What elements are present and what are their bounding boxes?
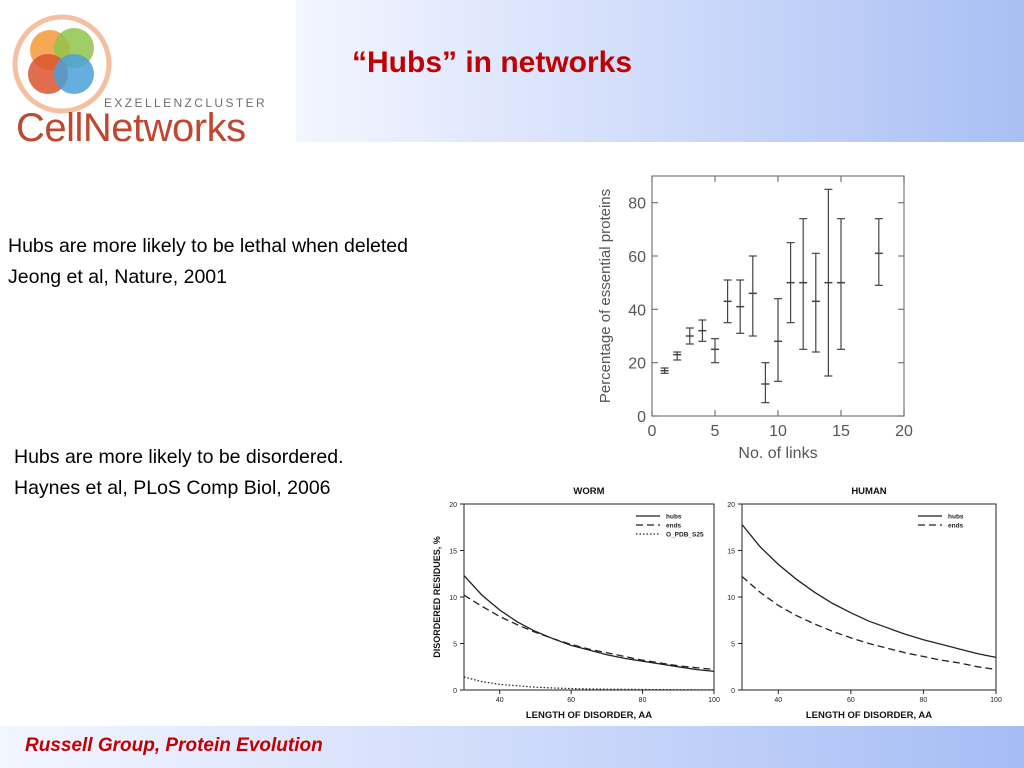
- worm-legend-label: ends: [666, 523, 682, 530]
- text-block-disorder: Hubs are more likely to be disordered. H…: [14, 442, 344, 504]
- y-axis-label: Percentage of essential proteins: [597, 189, 614, 403]
- logo-circles-icon: [12, 14, 112, 114]
- logo-name: CellNetworks: [16, 106, 246, 150]
- slide-title: “Hubs” in networks: [352, 46, 633, 79]
- human-y-tick-label: 5: [731, 642, 735, 649]
- text-block-lethality: Hubs are more likely to be lethal when d…: [8, 231, 408, 293]
- worm-legend-label: hubs: [666, 514, 682, 521]
- human-x-tick-label: 40: [774, 697, 782, 704]
- worm-panel-title: WORM: [573, 486, 604, 497]
- human-y-tick-label: 10: [727, 595, 735, 602]
- worm-y-tick-label: 20: [449, 502, 457, 509]
- worm-y-axis-label: DISORDERED RESIDUES, %: [432, 536, 442, 658]
- x-tick-label: 0: [648, 423, 657, 440]
- footer-band: [0, 726, 1024, 768]
- chart-disordered-residues: WORM 0 5 10 15 20 40 60 80 100 LENGTH OF DISORDER,…: [424, 476, 1024, 726]
- y-tick-label: 40: [628, 302, 646, 319]
- logo: EXZELLENZCLUSTER CellNetworks: [0, 0, 296, 150]
- human-x-tick-label: 60: [847, 697, 855, 704]
- x-tick-label: 20: [895, 423, 913, 440]
- worm-x-tick-label: 80: [639, 697, 647, 704]
- worm-x-tick-label: 100: [708, 697, 720, 704]
- human-y-tick-label: 20: [727, 502, 735, 509]
- y-tick-label: 0: [637, 409, 646, 426]
- worm-series-ends: [463, 594, 715, 671]
- worm-x-tick-label: 40: [496, 697, 504, 704]
- human-y-tick-label: 0: [731, 688, 735, 695]
- human-y-tick-label: 15: [727, 549, 735, 556]
- human-panel-title: HUMAN: [851, 486, 886, 497]
- text2-line1: Hubs are more likely to be disordered.: [14, 446, 344, 468]
- human-x-tick-label: 100: [990, 697, 1002, 704]
- text1-line1: Hubs are more likely to be lethal when d…: [8, 235, 408, 257]
- worm-series-hubs: [463, 575, 715, 673]
- logo-subtitle: EXZELLENZCLUSTER: [104, 96, 268, 110]
- human-x-axis-label: LENGTH OF DISORDER, AA: [806, 710, 932, 721]
- worm-series-O_PDB_S25: [463, 676, 714, 691]
- text1-line2: Jeong et al, Nature, 2001: [8, 266, 227, 288]
- x-axis-label: No. of links: [738, 445, 817, 462]
- y-tick-label: 80: [628, 196, 646, 213]
- y-tick-label: 60: [628, 249, 646, 266]
- human-x-tick-label: 80: [920, 697, 928, 704]
- human-series-ends: [741, 576, 997, 671]
- text2-line2: Haynes et al, PLoS Comp Biol, 2006: [14, 477, 331, 499]
- human-legend-label: hubs: [948, 514, 964, 521]
- chart-essential-proteins-svg: 0 20 40 60 80 0 5 10 15 20 No. of links Percentage …: [597, 175, 913, 462]
- x-tick-label: 15: [832, 423, 850, 440]
- worm-x-tick-label: 60: [567, 697, 575, 704]
- x-tick-label: 5: [711, 423, 720, 440]
- human-legend-label: ends: [948, 523, 964, 530]
- header-band: [296, 0, 1024, 142]
- worm-y-tick-label: 0: [453, 688, 457, 695]
- x-tick-label: 10: [769, 423, 787, 440]
- human-series-hubs: [741, 524, 997, 659]
- y-tick-label: 20: [628, 356, 646, 373]
- worm-x-axis-label: LENGTH OF DISORDER, AA: [526, 710, 652, 721]
- worm-y-tick-label: 5: [453, 642, 457, 649]
- footer-text: Russell Group, Protein Evolution: [25, 735, 323, 756]
- chart-essential-proteins: 0 20 40 60 80 0 5 10 15 20 No. of links Percentage …: [586, 168, 926, 468]
- worm-y-tick-label: 15: [449, 549, 457, 556]
- worm-y-tick-label: 10: [449, 595, 457, 602]
- worm-legend-label: O_PDB_S25: [666, 532, 704, 539]
